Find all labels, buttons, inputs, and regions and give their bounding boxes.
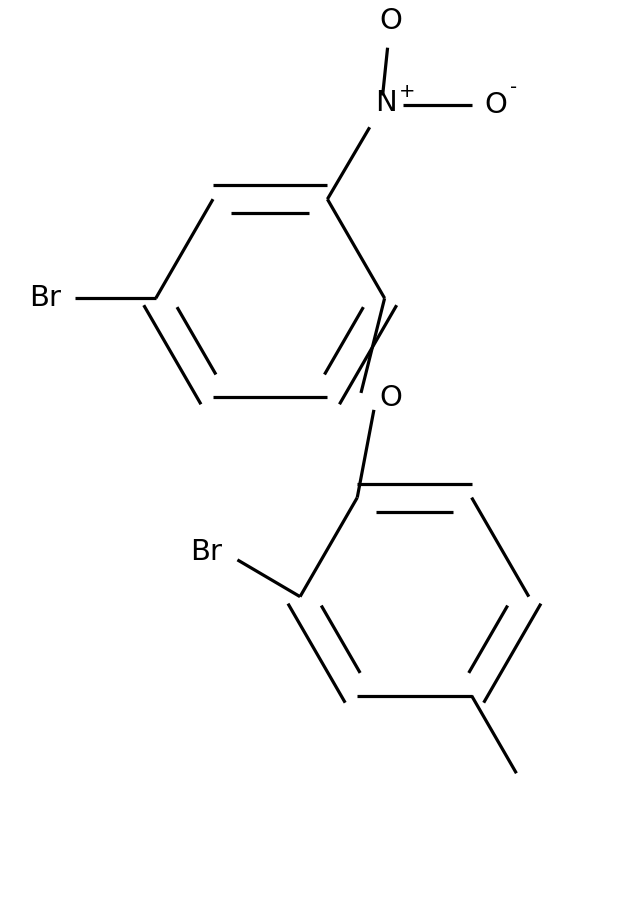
- Text: O: O: [484, 91, 507, 119]
- Text: +: +: [399, 83, 415, 101]
- Text: Br: Br: [29, 284, 61, 312]
- Text: O: O: [379, 6, 402, 35]
- Text: N: N: [374, 89, 396, 117]
- Text: O: O: [379, 384, 402, 412]
- Text: -: -: [510, 78, 517, 97]
- Text: Br: Br: [190, 538, 223, 566]
